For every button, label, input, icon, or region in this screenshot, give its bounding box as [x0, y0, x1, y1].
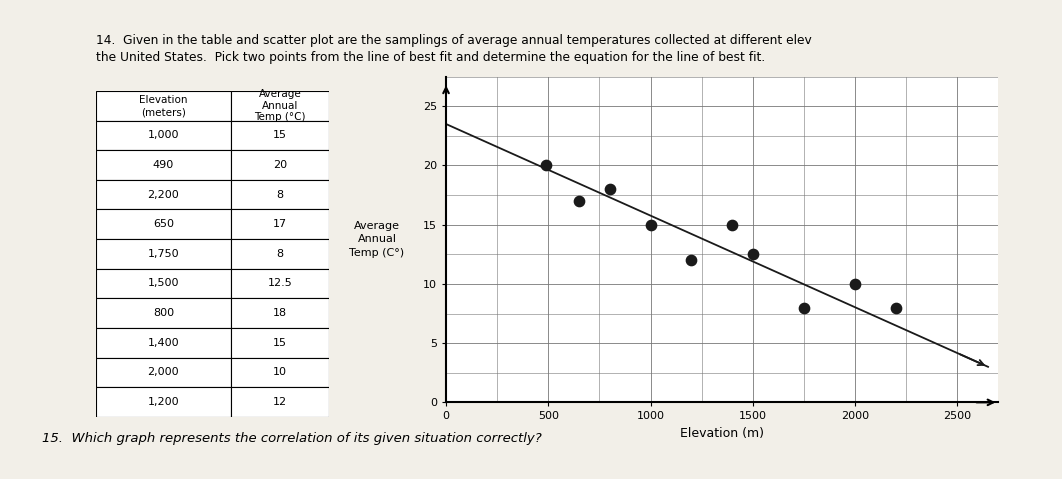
Point [888, 304, 905, 311]
Text: 1,750: 1,750 [148, 249, 179, 259]
Point [795, 304, 812, 311]
FancyBboxPatch shape [232, 150, 329, 180]
FancyBboxPatch shape [232, 328, 329, 357]
Text: 20: 20 [273, 160, 287, 170]
FancyBboxPatch shape [96, 180, 232, 209]
FancyBboxPatch shape [96, 357, 232, 387]
Point [643, 221, 660, 228]
FancyBboxPatch shape [96, 209, 232, 239]
Point [846, 280, 863, 288]
Text: 8: 8 [276, 249, 284, 259]
Text: 17: 17 [273, 219, 287, 229]
Text: 8: 8 [276, 190, 284, 200]
FancyBboxPatch shape [232, 298, 329, 328]
Text: 12: 12 [273, 397, 287, 407]
Text: 10: 10 [273, 367, 287, 377]
Point [570, 197, 587, 205]
FancyBboxPatch shape [232, 180, 329, 209]
Text: 18: 18 [273, 308, 287, 318]
FancyBboxPatch shape [232, 387, 329, 417]
FancyBboxPatch shape [232, 239, 329, 269]
Text: 15.  Which graph represents the correlation of its given situation correctly?: 15. Which graph represents the correlati… [42, 433, 543, 445]
Text: 15: 15 [273, 338, 287, 348]
FancyBboxPatch shape [96, 269, 232, 298]
Point [537, 161, 554, 169]
FancyBboxPatch shape [96, 91, 232, 121]
FancyBboxPatch shape [232, 121, 329, 150]
Text: 1,000: 1,000 [148, 130, 179, 140]
FancyBboxPatch shape [232, 269, 329, 298]
FancyBboxPatch shape [96, 328, 232, 357]
Text: Elevation
(meters): Elevation (meters) [139, 95, 188, 117]
FancyBboxPatch shape [232, 91, 329, 121]
Point [683, 256, 700, 264]
Text: 1,400: 1,400 [148, 338, 179, 348]
FancyBboxPatch shape [96, 121, 232, 150]
Text: 2,200: 2,200 [148, 190, 179, 200]
Point [744, 251, 761, 258]
FancyBboxPatch shape [96, 298, 232, 328]
Text: Average
Annual
Temp (°C): Average Annual Temp (°C) [255, 89, 306, 123]
Text: 2,000: 2,000 [148, 367, 179, 377]
Text: 12.5: 12.5 [268, 278, 292, 288]
FancyBboxPatch shape [96, 150, 232, 180]
FancyBboxPatch shape [96, 387, 232, 417]
Text: 14.  Given in the table and scatter plot are the samplings of average annual tem: 14. Given in the table and scatter plot … [96, 34, 811, 64]
Point [724, 221, 741, 228]
Text: 490: 490 [153, 160, 174, 170]
FancyBboxPatch shape [96, 239, 232, 269]
Text: 650: 650 [153, 219, 174, 229]
Point [601, 185, 618, 193]
Text: 1,200: 1,200 [148, 397, 179, 407]
Text: 1,500: 1,500 [148, 278, 179, 288]
X-axis label: Elevation (m): Elevation (m) [680, 427, 765, 440]
Text: Average
Annual
Temp (C°): Average Annual Temp (C°) [349, 221, 405, 258]
FancyBboxPatch shape [232, 357, 329, 387]
Text: 800: 800 [153, 308, 174, 318]
Text: 15: 15 [273, 130, 287, 140]
FancyBboxPatch shape [232, 209, 329, 239]
